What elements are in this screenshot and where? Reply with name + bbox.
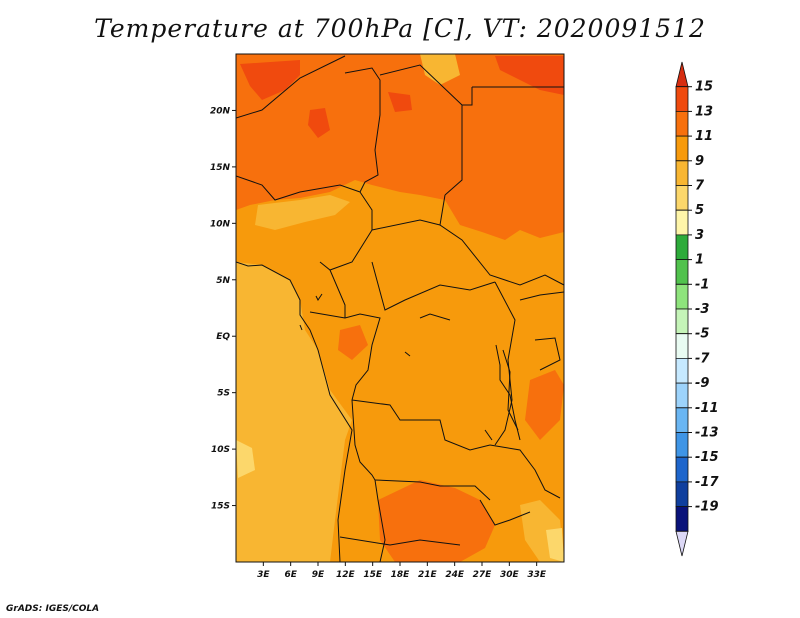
lat-tick-label: 15S bbox=[211, 502, 230, 512]
colorbar-label: -3 bbox=[695, 302, 709, 317]
lon-tick-label: 9E bbox=[312, 570, 325, 580]
colorbar-label: 11 bbox=[695, 129, 713, 144]
field-5-7 bbox=[236, 440, 255, 478]
lon-tick-label: 27E bbox=[473, 570, 493, 580]
colorbar-swatch bbox=[675, 135, 689, 162]
colorbar-swatch bbox=[675, 86, 689, 112]
lon-axis: 3E 6E 9E 12E 15E 18E 21E 24E 27E 30E 33E bbox=[257, 562, 547, 580]
colorbar-swatch bbox=[675, 333, 689, 359]
lon-tick-label: 24E bbox=[445, 570, 465, 580]
lon-tick-label: 3E bbox=[257, 570, 270, 580]
colorbar-swatch bbox=[675, 185, 689, 211]
colorbar-label: -1 bbox=[695, 277, 709, 292]
colorbar-swatch bbox=[675, 407, 689, 433]
colorbar-label: -9 bbox=[695, 376, 709, 391]
lat-tick-label: EQ bbox=[216, 332, 230, 342]
chart-title: Temperature at 700hPa [C], VT: 202009151… bbox=[94, 14, 706, 43]
lon-tick-label: 6E bbox=[284, 570, 297, 580]
lat-tick-label: 15N bbox=[210, 163, 231, 173]
colorbar-swatch bbox=[675, 530, 689, 557]
temperature-field bbox=[236, 54, 564, 562]
colorbar-label: 5 bbox=[695, 203, 704, 218]
field-7-9 bbox=[236, 262, 352, 562]
field-11-13 bbox=[236, 54, 564, 240]
field-11-13 bbox=[338, 325, 368, 360]
lon-tick-label: 30E bbox=[500, 570, 520, 580]
field-11-13 bbox=[525, 370, 564, 440]
colorbar-swatch bbox=[675, 61, 689, 88]
colorbar-label: -15 bbox=[695, 450, 719, 465]
lon-tick-label: 15E bbox=[363, 570, 383, 580]
colorbar-swatch bbox=[675, 506, 689, 532]
grads-credit: GrADS: IGES/COLA bbox=[6, 604, 100, 614]
colorbar-label: 1 bbox=[695, 253, 704, 268]
colorbar-label: -5 bbox=[695, 327, 709, 342]
colorbar-label: -7 bbox=[695, 351, 710, 366]
field-5-7 bbox=[546, 528, 564, 562]
colorbar-label: -17 bbox=[695, 475, 719, 490]
lat-tick-label: 5S bbox=[217, 389, 230, 399]
colorbar-label: -11 bbox=[695, 401, 719, 416]
field-13-15 bbox=[495, 56, 564, 95]
colorbar-swatch bbox=[675, 259, 689, 285]
lon-tick-label: 33E bbox=[527, 570, 547, 580]
colorbar-swatch bbox=[675, 382, 689, 409]
colorbar-label: 13 bbox=[695, 104, 713, 119]
colorbar-label: 3 bbox=[695, 228, 704, 243]
lat-tick-label: 10N bbox=[210, 219, 231, 229]
field-11-13 bbox=[378, 480, 495, 562]
field-13-15 bbox=[308, 108, 330, 138]
colorbar-label: -19 bbox=[695, 500, 719, 515]
colorbar-swatch bbox=[675, 234, 689, 260]
colorbar-swatch bbox=[675, 358, 689, 384]
country-borders bbox=[236, 55, 564, 562]
colorbar-swatch bbox=[675, 456, 689, 483]
colorbar-label: 15 bbox=[695, 80, 713, 95]
lat-axis: 20N 15N 10N 5N EQ 5S 10S 15S bbox=[210, 106, 236, 512]
lon-tick-label: 12E bbox=[336, 570, 356, 580]
colorbar-swatch bbox=[675, 432, 689, 458]
colorbar: 15 13 11 9 7 5 3 1 -1 -3 -5 -7 -9 -11 -13 -15 -17 -19 bbox=[675, 61, 719, 557]
colorbar-label: -13 bbox=[695, 426, 719, 441]
colorbar-label: 9 bbox=[695, 154, 704, 169]
colorbar-swatch bbox=[675, 111, 689, 137]
field-7-9 bbox=[420, 54, 460, 85]
colorbar-swatch bbox=[675, 209, 689, 236]
colorbar-swatch bbox=[675, 308, 689, 335]
lat-tick-label: 5N bbox=[216, 276, 230, 286]
field-7-9 bbox=[255, 195, 350, 230]
colorbar-swatch bbox=[675, 481, 689, 507]
lon-tick-label: 21E bbox=[418, 570, 438, 580]
colorbar-swatch bbox=[675, 160, 689, 186]
field-13-15 bbox=[388, 92, 412, 112]
lat-tick-label: 20N bbox=[210, 106, 231, 116]
lon-tick-label: 18E bbox=[391, 570, 411, 580]
colorbar-label: 7 bbox=[695, 179, 705, 194]
lat-tick-label: 10S bbox=[211, 445, 230, 455]
colorbar-swatch bbox=[675, 283, 689, 310]
